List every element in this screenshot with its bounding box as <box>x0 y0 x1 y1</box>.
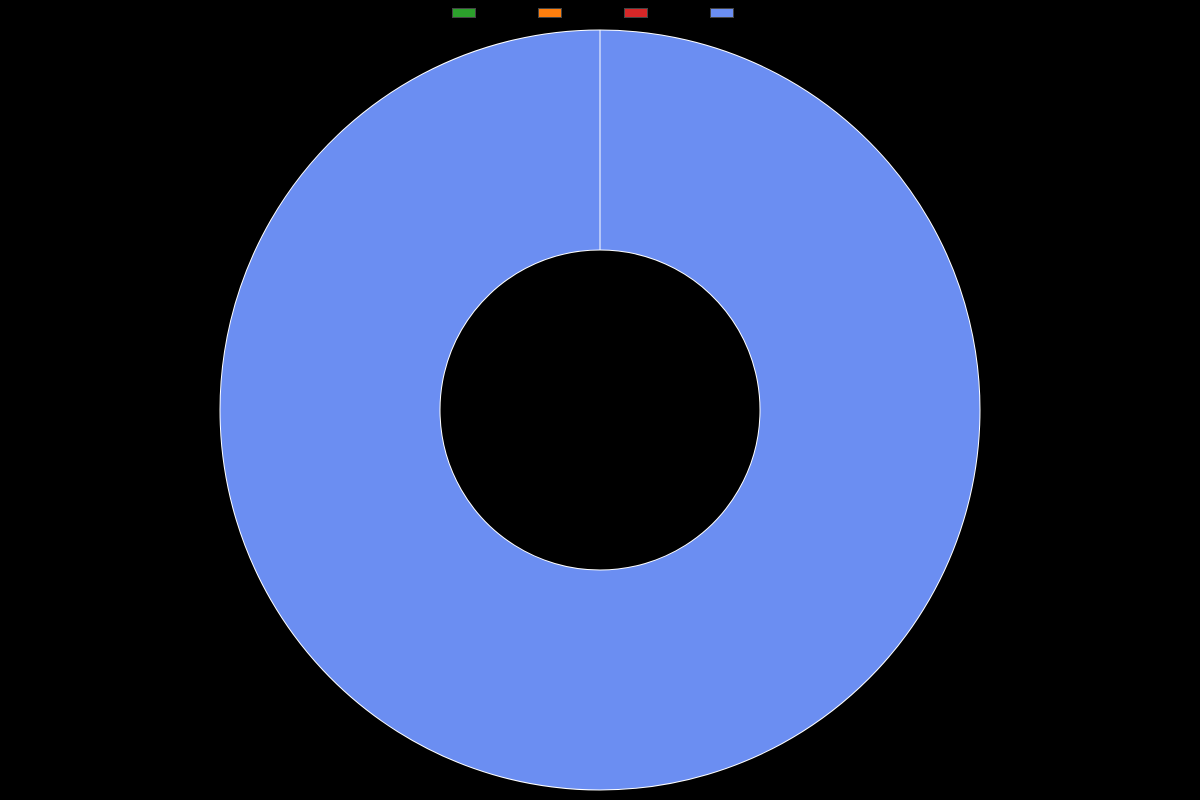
donut-chart <box>200 10 1000 800</box>
chart-container <box>0 0 1200 800</box>
